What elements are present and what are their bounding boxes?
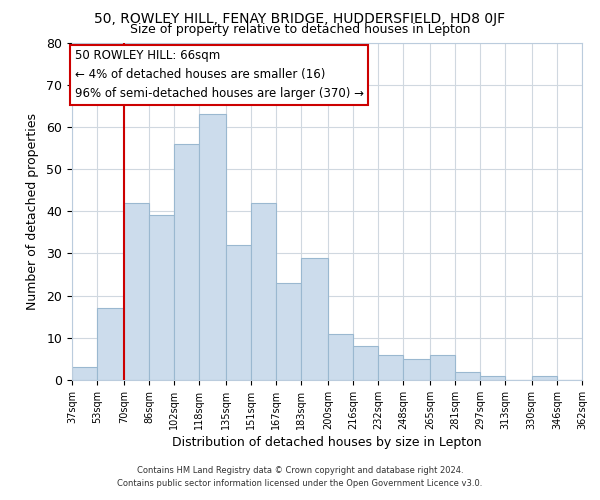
Bar bbox=[430, 354, 455, 380]
Bar bbox=[251, 203, 276, 380]
X-axis label: Distribution of detached houses by size in Lepton: Distribution of detached houses by size … bbox=[172, 436, 482, 449]
Bar bbox=[72, 368, 97, 380]
Text: 50, ROWLEY HILL, FENAY BRIDGE, HUDDERSFIELD, HD8 0JF: 50, ROWLEY HILL, FENAY BRIDGE, HUDDERSFI… bbox=[94, 12, 506, 26]
Bar bbox=[480, 376, 505, 380]
Bar bbox=[403, 359, 430, 380]
Text: 50 ROWLEY HILL: 66sqm
← 4% of detached houses are smaller (16)
96% of semi-detac: 50 ROWLEY HILL: 66sqm ← 4% of detached h… bbox=[74, 50, 364, 100]
Bar bbox=[124, 203, 149, 380]
Bar bbox=[97, 308, 124, 380]
Bar bbox=[149, 216, 174, 380]
Bar bbox=[174, 144, 199, 380]
Bar bbox=[353, 346, 378, 380]
Bar bbox=[301, 258, 328, 380]
Bar bbox=[276, 283, 301, 380]
Text: Contains HM Land Registry data © Crown copyright and database right 2024.
Contai: Contains HM Land Registry data © Crown c… bbox=[118, 466, 482, 487]
Text: Size of property relative to detached houses in Lepton: Size of property relative to detached ho… bbox=[130, 22, 470, 36]
Bar bbox=[532, 376, 557, 380]
Y-axis label: Number of detached properties: Number of detached properties bbox=[26, 113, 40, 310]
Bar bbox=[226, 245, 251, 380]
Bar bbox=[455, 372, 480, 380]
Bar bbox=[199, 114, 226, 380]
Bar bbox=[328, 334, 353, 380]
Bar bbox=[378, 354, 403, 380]
